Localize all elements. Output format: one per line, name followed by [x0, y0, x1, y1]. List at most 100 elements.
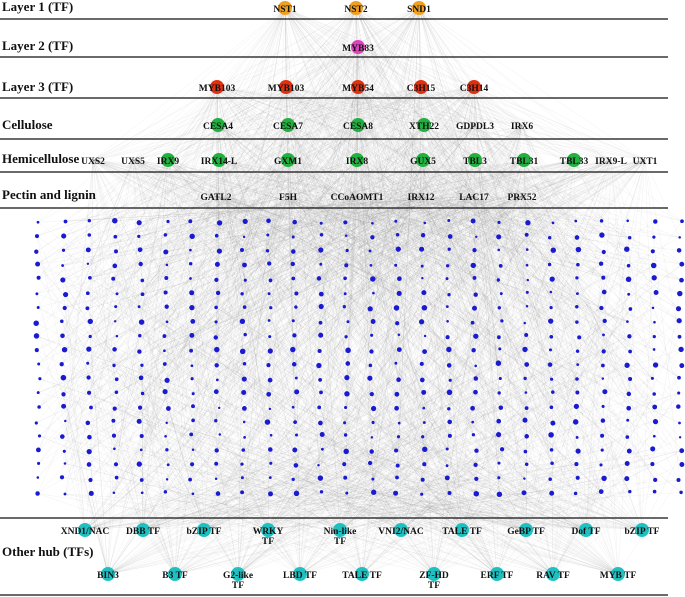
gene-dot-251: [344, 374, 350, 381]
edge-2628: [216, 86, 476, 161]
gene-dot-508: [677, 334, 682, 339]
edge-505: [287, 124, 425, 465]
gene-dot-126: [189, 304, 195, 311]
edge-2327: [114, 220, 435, 575]
gene-dot-54: [85, 420, 91, 426]
gene-dot-456: [600, 448, 604, 452]
edge-13: [244, 7, 286, 266]
edge-614: [115, 124, 425, 237]
node-marker: [293, 567, 307, 581]
gene-dot-300: [423, 221, 427, 225]
gene-dot-260: [371, 221, 374, 225]
node-cesa7: CESA7: [273, 118, 303, 132]
gene-dot-32: [61, 392, 66, 397]
gene-dot-505: [677, 290, 683, 297]
gene-dot-349: [471, 347, 476, 353]
gene-dot-445: [601, 289, 607, 295]
gene-dot-414: [550, 420, 556, 426]
edge-2005: [526, 364, 587, 531]
edge-1000: [356, 159, 423, 480]
edge-1896: [461, 251, 654, 531]
edge-1531: [473, 195, 526, 379]
edge-1485: [344, 195, 422, 307]
edge-1392: [114, 195, 358, 350]
edge-1182: [140, 159, 575, 265]
edge-1336: [215, 195, 346, 223]
edge-2439: [552, 393, 655, 575]
node-gux5: GUX5: [410, 153, 436, 167]
edge-1408: [356, 195, 503, 450]
layer-label-3: Cellulose: [2, 117, 53, 132]
gene-dot-79: [112, 491, 116, 494]
edge-1476: [88, 195, 422, 251]
edge-2663: [217, 86, 359, 126]
edge-716: [345, 124, 523, 436]
gene-dot-404: [549, 276, 555, 282]
edge-711: [396, 124, 523, 395]
edge-1141: [218, 159, 525, 294]
edge-1321: [215, 195, 552, 408]
edge-2544: [355, 7, 424, 161]
edge-1189: [550, 159, 575, 350]
gene-dot-344: [472, 275, 477, 280]
edge-2418: [113, 278, 554, 575]
gene-dot-8: [33, 333, 40, 339]
gene-dot-219: [293, 490, 300, 497]
edge-2700: [420, 86, 476, 161]
gene-dot-259: [345, 491, 349, 495]
edge-2381: [241, 463, 498, 575]
edge-1218: [577, 159, 612, 365]
edge-949: [164, 159, 289, 365]
edge-41: [284, 7, 503, 450]
edge-173: [36, 46, 359, 237]
edge-1887: [461, 392, 679, 531]
edge-2723: [422, 86, 475, 161]
edge-2101: [63, 394, 109, 575]
edge-2295: [346, 493, 363, 575]
edge-1604: [84, 306, 245, 531]
edge-1496: [65, 195, 475, 222]
gene-dot-83: [138, 261, 143, 267]
edge-22: [191, 7, 286, 237]
edge-2100: [63, 394, 109, 575]
edge-936: [287, 159, 628, 322]
edge-2638: [216, 86, 523, 197]
gene-dot-452: [602, 389, 608, 395]
edge-1288: [166, 159, 646, 381]
gene-dot-310: [419, 361, 424, 366]
gene-dot-0: [36, 220, 40, 224]
edge-581: [423, 124, 499, 364]
edge-557: [190, 124, 359, 435]
node-marker: [212, 153, 226, 167]
edge-862: [167, 159, 527, 465]
edge-911: [218, 159, 474, 351]
edge-2168: [237, 307, 654, 575]
edge-1361: [287, 195, 578, 478]
gene-dot-317: [422, 462, 427, 467]
edge-398: [399, 86, 475, 350]
edge-208: [216, 86, 656, 481]
edge-2342: [421, 494, 435, 575]
gene-dot-177: [240, 462, 244, 466]
gene-dot-469: [628, 349, 632, 354]
edge-1559: [521, 195, 602, 309]
edge-1210: [62, 159, 612, 281]
edge-1629: [84, 491, 630, 531]
edge-2015: [550, 479, 587, 531]
gene-dot-482: [650, 249, 655, 254]
edge-1196: [296, 159, 575, 379]
edge-333: [357, 86, 602, 492]
edge-9: [284, 7, 448, 279]
edge-2094: [91, 493, 109, 575]
edge-2224: [299, 406, 577, 575]
edge-387: [473, 86, 553, 464]
gene-dot-376: [499, 447, 505, 452]
edge-197: [216, 86, 272, 464]
edge-555: [357, 124, 679, 309]
gene-dot-489: [652, 348, 656, 351]
edge-2547: [355, 7, 575, 161]
edge-261: [285, 86, 578, 352]
edge-1965: [241, 463, 527, 531]
gene-dot-388: [524, 333, 529, 337]
edge-1208: [216, 159, 612, 366]
